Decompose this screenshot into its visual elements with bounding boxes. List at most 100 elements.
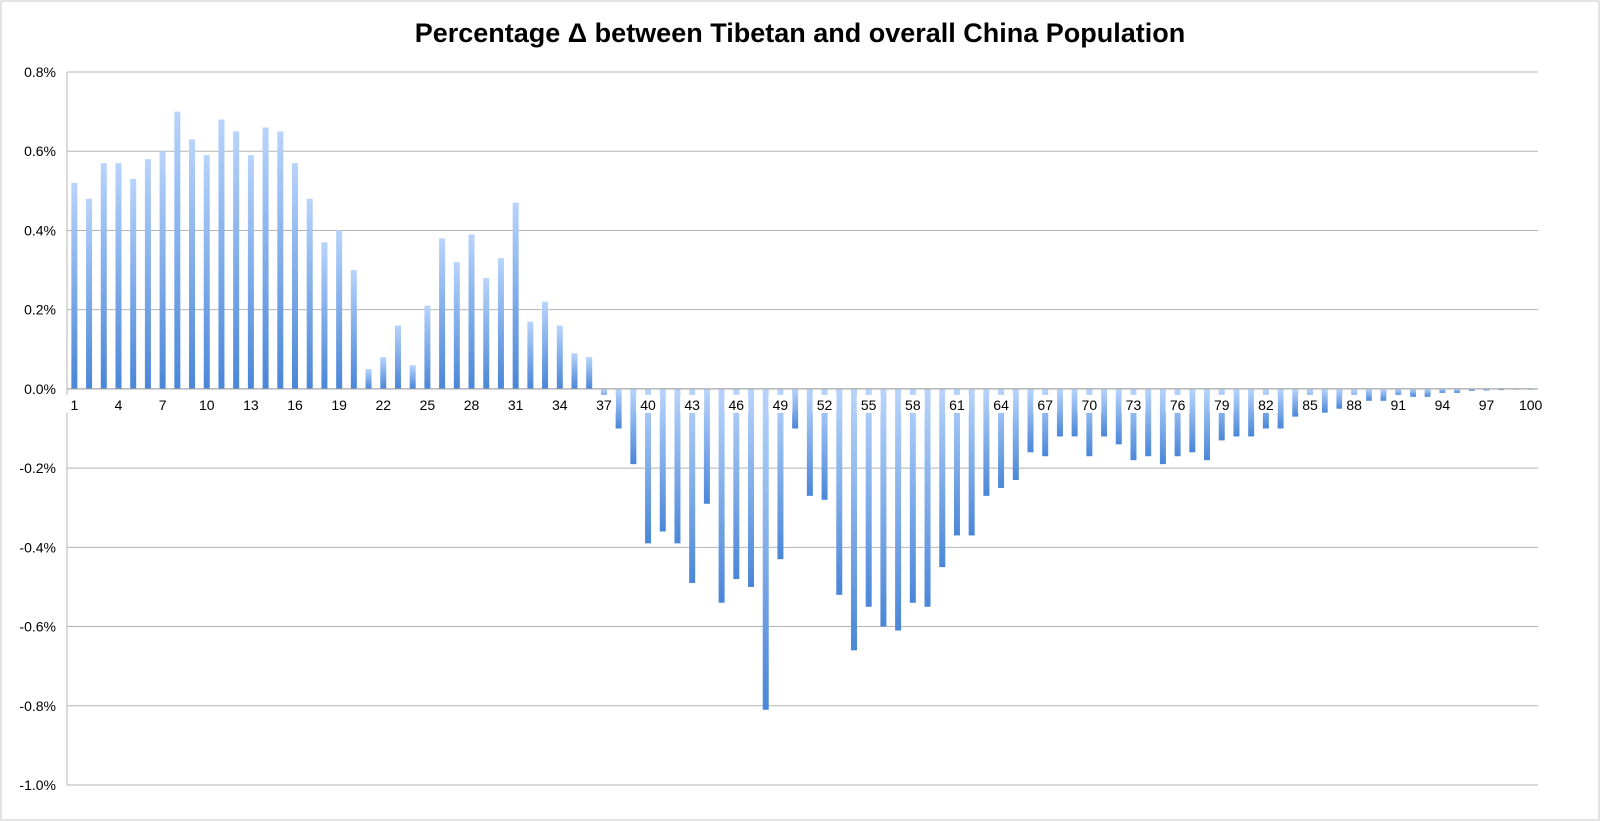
bar (144, 159, 151, 389)
bar (659, 388, 666, 532)
x-tick-label-bg (1121, 394, 1146, 413)
bar (689, 388, 696, 583)
x-tick-label-bg (900, 394, 925, 413)
bar (174, 111, 181, 389)
y-tick-label: -0.2% (19, 460, 56, 476)
y-tick-label: -0.8% (19, 698, 56, 714)
bar (1101, 388, 1108, 437)
bar (1027, 388, 1034, 453)
bar (836, 388, 843, 595)
bar (497, 258, 504, 389)
bar (748, 388, 755, 587)
x-tick-label: 94 (1435, 397, 1451, 413)
x-tick-label-bg (106, 394, 131, 413)
bar (733, 388, 740, 580)
bar (424, 305, 431, 389)
x-tick-label: 28 (464, 397, 480, 413)
x-tick-label-bg (459, 394, 484, 413)
x-tick-label-bg (1474, 394, 1499, 413)
x-tick-label: 1 (70, 397, 78, 413)
x-tick-label-bg (503, 394, 528, 413)
bar (1380, 388, 1387, 401)
bar (703, 388, 710, 504)
x-tick-label: 61 (949, 397, 965, 413)
x-tick-label-bg (150, 394, 175, 413)
x-tick-label-bg (194, 394, 219, 413)
x-tick-label: 52 (817, 397, 833, 413)
x-tick-label: 58 (905, 397, 921, 413)
y-tick-label: -0.6% (19, 619, 56, 635)
bar (189, 139, 196, 389)
bar (762, 388, 769, 710)
bar (983, 388, 990, 496)
bar (1189, 388, 1196, 453)
bar (1174, 388, 1181, 457)
x-tick-label: 19 (331, 397, 347, 413)
bar (600, 388, 607, 401)
x-tick-label-bg (591, 394, 616, 413)
bar (1056, 388, 1063, 437)
x-tick-label: 16 (287, 397, 303, 413)
x-tick-label: 79 (1214, 397, 1230, 413)
x-tick-label-bg (62, 394, 87, 413)
x-tick-label: 67 (1037, 397, 1053, 413)
bar (1365, 388, 1372, 401)
x-tick-label: 73 (1126, 397, 1142, 413)
x-tick-label-bg (1430, 394, 1455, 413)
bar (1204, 388, 1211, 461)
x-tick-label: 37 (596, 397, 612, 413)
bar (394, 325, 401, 389)
bar (821, 388, 828, 500)
x-tick-label: 31 (508, 397, 524, 413)
bar (865, 388, 872, 607)
x-tick-label: 34 (552, 397, 568, 413)
bar (130, 178, 137, 389)
bar (895, 388, 902, 631)
bar (321, 242, 328, 389)
bar (203, 155, 210, 389)
x-tick-label: 40 (640, 397, 656, 413)
bar (527, 321, 534, 389)
y-tick-label: -0.4% (19, 539, 56, 555)
x-tick-label-bg (1077, 394, 1102, 413)
bar (1071, 388, 1078, 437)
bar (262, 127, 269, 389)
x-tick-label: 55 (861, 397, 877, 413)
bar (1159, 388, 1166, 465)
x-tick-label-bg (944, 394, 969, 413)
bar (159, 151, 166, 389)
bar (953, 388, 960, 536)
x-tick-label: 76 (1170, 397, 1186, 413)
bar (1292, 388, 1299, 417)
bar (336, 230, 343, 389)
bar (365, 369, 372, 389)
x-tick-label-bg (1253, 394, 1278, 413)
bar (233, 131, 240, 389)
x-tick-label: 64 (993, 397, 1009, 413)
bar (218, 119, 225, 389)
bar (306, 198, 313, 389)
bar (380, 357, 387, 389)
bar (247, 155, 254, 389)
y-tick-label: -1.0% (19, 777, 56, 793)
x-tick-label-bg (989, 394, 1014, 413)
bar (1086, 388, 1093, 457)
y-tick-label: 0.8% (24, 64, 56, 80)
bar (1424, 388, 1431, 397)
x-tick-label-bg (724, 394, 749, 413)
bar (630, 388, 637, 465)
x-tick-label: 10 (199, 397, 215, 413)
x-tick-label-bg (238, 394, 263, 413)
x-tick-label: 4 (115, 397, 123, 413)
bar (718, 388, 725, 603)
bar (806, 388, 813, 496)
bar (86, 198, 93, 389)
bar (277, 131, 284, 389)
bar (615, 388, 622, 429)
x-tick-label: 49 (773, 397, 789, 413)
bar (100, 163, 107, 389)
bar (1145, 388, 1152, 457)
x-tick-label: 82 (1258, 397, 1274, 413)
